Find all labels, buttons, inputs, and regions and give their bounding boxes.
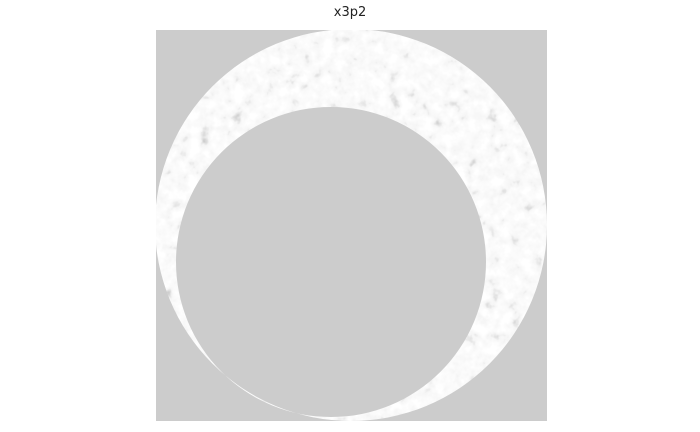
title: x3p2 — [334, 5, 367, 20]
